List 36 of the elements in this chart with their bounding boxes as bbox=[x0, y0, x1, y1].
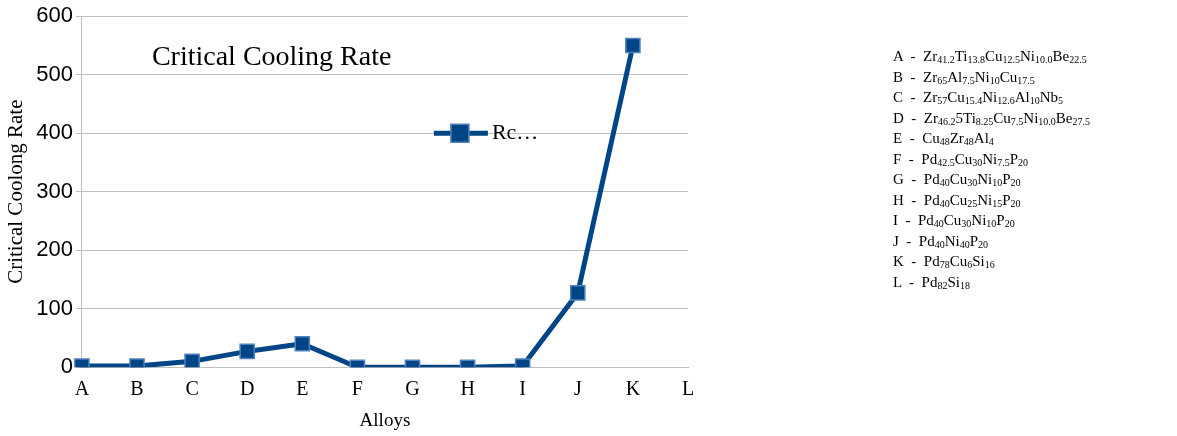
x-tick-label: G bbox=[405, 377, 420, 400]
x-tick-label: E bbox=[296, 377, 309, 400]
x-tick-label: I bbox=[519, 377, 527, 400]
text: G - Pd$_{40}$Cu$_{30}$Ni$_{10}$P$_{20}$ bbox=[893, 170, 1022, 190]
x-tick-label: C bbox=[185, 377, 199, 400]
y-tick-label: 500 bbox=[36, 60, 73, 86]
text: L - Pd$_{82}$Si$_{18}$ bbox=[893, 272, 971, 292]
text: A - Zr$_{41.2}$Ti$_{13.8}$Cu$_{12.5}$Ni$_{10.0}$Be$_{22.5}$ bbox=[893, 48, 1087, 65]
text: D - Zr$_{46.2}$5Ti$_{8.25}$Cu$_{7.5}$Ni$_{10.0}$Be$_{27.5}$ bbox=[893, 109, 1090, 127]
x-tick-label: L bbox=[681, 377, 695, 400]
x-tick-label: A bbox=[74, 377, 90, 400]
x-tick-label: H bbox=[460, 377, 475, 400]
point bbox=[625, 37, 641, 54]
y-tick-label: 600 bbox=[36, 2, 73, 28]
y-tick-label: 100 bbox=[36, 294, 73, 320]
x-tick-label: F bbox=[351, 377, 363, 400]
x-tick-label: J bbox=[573, 377, 582, 400]
x-axis-title: Alloys bbox=[359, 408, 411, 430]
x-tick-label: D bbox=[239, 377, 255, 400]
text: C - Zr$_{57}$Cu$_{15.4}$Ni$_{12.6}$Al$_{10}$Nb$_{5}$ bbox=[893, 89, 1064, 106]
text: K - Pd$_{78}$Cu$_{6}$Si$_{16}$ bbox=[893, 252, 996, 272]
y-tick-label: 0 bbox=[60, 353, 73, 379]
text: I - Pd$_{40}$Cu$_{30}$Ni$_{10}$P$_{20}$ bbox=[893, 211, 1016, 231]
legend-label: Rc… bbox=[491, 118, 539, 144]
y-tick-label: 200 bbox=[36, 236, 73, 262]
text: E - Cu$_{48}$Zr$_{48}$Al$_{4}$ bbox=[893, 129, 995, 149]
text: B - Zr$_{65}$Al$_{7.5}$Ni$_{10}$Cu$_{17.5}$ bbox=[893, 67, 1036, 87]
y-tick-label: 300 bbox=[36, 177, 73, 203]
y-axis-title: Critical Coolong Rate bbox=[3, 99, 28, 284]
text: Critical Cooling Rate bbox=[151, 39, 392, 71]
x-tick-label: B bbox=[130, 377, 144, 400]
text: H - Pd$_{40}$Cu$_{25}$Ni$_{15}$P$_{20}$ bbox=[893, 190, 1022, 210]
x-tick-label: K bbox=[625, 377, 641, 400]
y-tick-label: 400 bbox=[36, 119, 73, 145]
text: J - Pd$_{40}$Ni$_{40}$P$_{20}$ bbox=[893, 231, 990, 251]
text: F - Pd$_{42.5}$Cu$_{30}$Ni$_{7.5}$P$_{20}$ bbox=[893, 149, 1030, 169]
